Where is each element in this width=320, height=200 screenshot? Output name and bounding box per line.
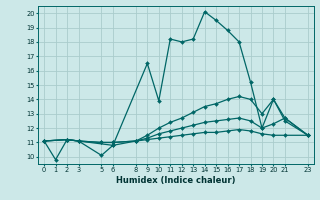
X-axis label: Humidex (Indice chaleur): Humidex (Indice chaleur): [116, 176, 236, 185]
